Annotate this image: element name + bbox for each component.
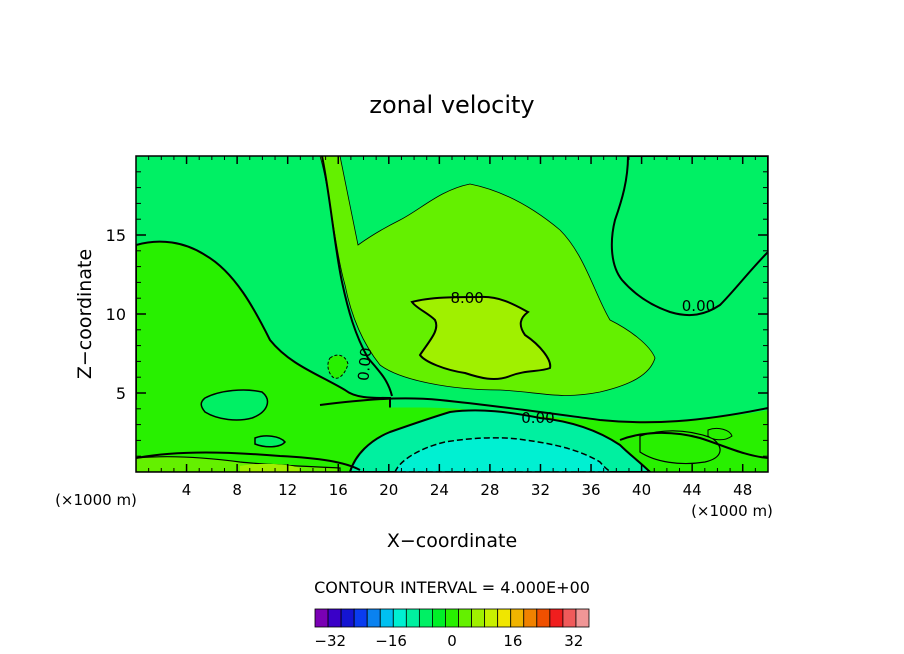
x-tick-label: 40: [632, 481, 651, 499]
region-lower-deep: [394, 437, 613, 472]
region-left-upper: [136, 240, 391, 421]
region-bottom-strip-core: [240, 463, 300, 472]
colorbar-swatch: [445, 608, 459, 628]
colorbar-swatch: [340, 608, 355, 628]
contour-line-upper-boundary: [321, 156, 393, 397]
colorbar: [314, 608, 590, 628]
colorbar-swatch: [432, 608, 446, 628]
x-axis-label: X−coordinate: [387, 530, 517, 552]
y-tick-label: 15: [106, 226, 126, 245]
colorbar-swatch: [484, 608, 499, 628]
colorbar-swatch: [549, 608, 564, 628]
colorbar-tick-label: 16: [503, 632, 522, 650]
x-tick-label: 16: [329, 481, 348, 499]
colorbar-swatch: [523, 608, 538, 628]
region-left-blob: [200, 389, 269, 421]
region-right-small-patch: [707, 427, 733, 441]
colorbar-swatch: [392, 608, 407, 628]
x-tick-label: 36: [581, 481, 600, 499]
y-axis-label: Z−coordinate: [74, 249, 96, 379]
contour-line-middle-zero: [319, 397, 768, 424]
region-left-small-blob: [254, 435, 286, 448]
x-unit-label-left: (×1000 m): [55, 491, 137, 509]
colorbar-swatch: [418, 608, 433, 628]
y-tick-label: 5: [116, 384, 126, 403]
contour-label: 0.00: [682, 297, 715, 315]
x-tick-label: 20: [379, 481, 398, 499]
colorbar-swatch: [458, 608, 472, 628]
x-unit-label-right: (×1000 m): [691, 502, 773, 520]
colorbar-tick-label: −16: [375, 632, 407, 650]
colorbar-tick-label: 32: [564, 632, 583, 650]
contour-label: 0.00: [354, 347, 375, 382]
colorbar-swatch: [510, 608, 525, 628]
colorbar-tick-label: 0: [447, 632, 457, 650]
x-tick-label: 32: [531, 481, 550, 499]
region-small-dashed-feature: [327, 354, 349, 379]
x-tick-label: 44: [683, 481, 702, 499]
colorbar-swatch: [536, 608, 551, 628]
colorbar-swatch: [353, 608, 368, 628]
contour-field: [136, 156, 768, 472]
region-right-upper: [610, 156, 768, 317]
contour-labels: 8.00 0.00 0.00 0.00: [354, 289, 715, 427]
colorbar-swatch: [562, 608, 577, 628]
x-tick-label: 28: [480, 481, 499, 499]
x-tick-label: 24: [430, 481, 449, 499]
contour-line-bottom-boundary: [136, 451, 361, 471]
contour-line-lower-right: [619, 431, 768, 459]
region-center: [319, 156, 656, 396]
colorbar-tick-labels: −32 −16 0 16 32: [314, 632, 583, 650]
colorbar-swatch: [575, 608, 590, 628]
colorbar-swatch: [366, 608, 381, 628]
x-tick-label: 8: [232, 481, 242, 499]
colorbar-swatch: [497, 608, 512, 628]
colorbar-swatch: [314, 608, 329, 628]
x-tick-label: 4: [182, 481, 192, 499]
region-center-core: [410, 295, 552, 381]
colorbar-swatch: [471, 608, 486, 628]
colorbar-swatch: [327, 608, 342, 628]
x-axis-ticks: 4 8 12 16 20 24 28 32 36 40 44 48: [148, 156, 756, 499]
colorbar-swatch: [379, 608, 394, 628]
chart-title: zonal velocity: [369, 91, 534, 119]
x-tick-label: 12: [278, 481, 297, 499]
x-tick-label: 48: [733, 481, 752, 499]
colorbar-tick-label: −32: [314, 632, 346, 650]
contour-label: 0.00: [521, 409, 554, 427]
y-axis-ticks: 5 10 15: [106, 171, 768, 457]
contour-label: 8.00: [450, 289, 483, 307]
y-tick-label: 10: [106, 305, 126, 324]
region-right-lower-patch: [639, 430, 721, 465]
colorbar-swatch: [405, 608, 420, 628]
contour-interval-text: CONTOUR INTERVAL = 4.000E+00: [314, 578, 590, 597]
